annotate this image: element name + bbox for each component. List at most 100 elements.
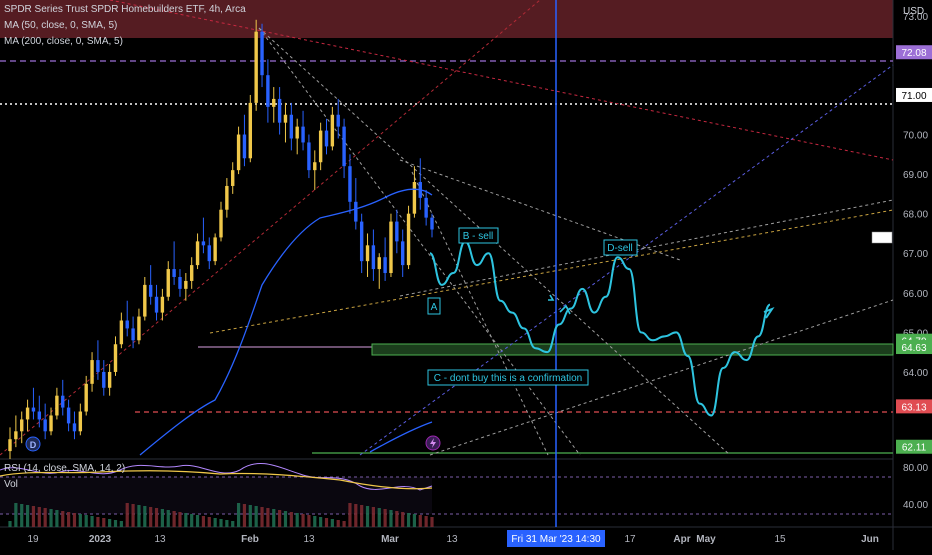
candle-body[interactable] <box>213 237 217 262</box>
candle-body[interactable] <box>236 134 241 171</box>
candle-body[interactable] <box>14 431 18 440</box>
candle-body[interactable] <box>371 245 376 270</box>
candle-body[interactable] <box>119 320 124 345</box>
ma200-line[interactable] <box>369 421 433 453</box>
candle-body[interactable] <box>231 170 235 186</box>
candle-body[interactable] <box>400 241 405 266</box>
candle-body[interactable] <box>365 245 370 262</box>
candle-body[interactable] <box>61 395 65 408</box>
candle-body[interactable] <box>225 185 229 210</box>
trendline-gray-2[interactable] <box>258 27 731 456</box>
candle-body[interactable] <box>307 142 311 171</box>
volume-bars[interactable] <box>8 503 434 527</box>
candle-body[interactable] <box>201 241 206 246</box>
candle-body[interactable] <box>178 276 182 289</box>
ma50-line[interactable] <box>139 188 433 456</box>
candle-body[interactable] <box>195 241 200 266</box>
trendline-red-diag[interactable] <box>0 0 541 456</box>
candle-body[interactable] <box>354 201 358 222</box>
candle-body[interactable] <box>184 280 188 289</box>
candle-body[interactable] <box>283 114 288 123</box>
candle-body[interactable] <box>107 371 112 388</box>
candle-body[interactable] <box>8 439 12 452</box>
candle-body[interactable] <box>248 102 253 159</box>
candle-body[interactable] <box>137 316 141 341</box>
candle-body[interactable] <box>359 221 364 262</box>
annotation-b-box[interactable] <box>458 227 499 244</box>
candle-body[interactable] <box>78 411 83 432</box>
candle-body[interactable] <box>277 98 282 123</box>
candle-body[interactable] <box>166 269 170 297</box>
ma50-legend[interactable]: MA (50, close, 0, SMA, 5) <box>4 20 118 31</box>
candle-body[interactable] <box>336 114 340 127</box>
candle-body[interactable] <box>254 31 258 103</box>
rsi-line[interactable] <box>0 462 433 491</box>
candle-body[interactable] <box>49 415 53 432</box>
rsi-ma-line[interactable] <box>0 470 433 490</box>
candle-body[interactable] <box>289 114 294 139</box>
candle-body[interactable] <box>242 134 247 159</box>
rsi-legend[interactable]: RSI (14, close, SMA, 14, 2) <box>4 463 126 474</box>
candle-body[interactable] <box>342 126 346 167</box>
annotation-a-box[interactable] <box>427 297 441 315</box>
candle-body[interactable] <box>324 130 329 147</box>
annotation-d-box[interactable] <box>603 239 638 256</box>
alert-marker[interactable] <box>871 231 893 244</box>
candle-body[interactable] <box>272 98 276 107</box>
candle-body[interactable] <box>318 130 323 163</box>
candle-body[interactable] <box>55 395 59 416</box>
candle-body[interactable] <box>43 419 47 432</box>
trendline-blue[interactable] <box>359 64 894 456</box>
symbol-title[interactable]: SPDR Series Trust SPDR Homebuilders ETF,… <box>4 4 246 15</box>
candle-body[interactable] <box>172 269 176 277</box>
candle-body[interactable] <box>207 245 211 262</box>
candle-body[interactable] <box>37 411 42 420</box>
candle-body[interactable] <box>219 209 223 238</box>
candle-body[interactable] <box>266 75 270 107</box>
candle-body[interactable] <box>389 221 393 274</box>
candle-body[interactable] <box>66 407 71 424</box>
vol-legend[interactable]: Vol <box>4 479 18 490</box>
candle-body[interactable] <box>424 197 428 218</box>
candle-body[interactable] <box>25 407 30 420</box>
candle-body[interactable] <box>154 296 159 313</box>
candle-body[interactable] <box>31 407 36 412</box>
candle-body[interactable] <box>406 213 411 266</box>
ma200-legend[interactable]: MA (200, close, 0, SMA, 5) <box>4 36 123 47</box>
candle-body[interactable] <box>412 182 417 214</box>
projected-path[interactable] <box>429 240 771 417</box>
candle-body[interactable] <box>330 114 335 147</box>
trendline-gold[interactable] <box>209 209 894 334</box>
dividend-icon[interactable] <box>25 436 41 452</box>
candle-body[interactable] <box>313 162 317 171</box>
candle-body[interactable] <box>395 221 399 242</box>
candle-body[interactable] <box>143 284 147 317</box>
candle-body[interactable] <box>295 126 299 139</box>
candle-body[interactable] <box>72 423 77 432</box>
candle-body[interactable] <box>113 344 118 372</box>
trendline-red-top[interactable] <box>109 0 894 161</box>
annotation-c-box[interactable] <box>427 369 589 386</box>
support-zone[interactable] <box>371 343 894 356</box>
candle-body[interactable] <box>84 383 88 412</box>
candle-body[interactable] <box>348 166 352 202</box>
candle-body[interactable] <box>160 296 165 313</box>
candle-body[interactable] <box>260 31 264 76</box>
candles-group[interactable] <box>8 19 434 459</box>
candle-body[interactable] <box>377 257 381 270</box>
candle-body[interactable] <box>125 320 129 329</box>
candle-body[interactable] <box>301 126 305 143</box>
candle-body[interactable] <box>20 419 24 432</box>
candle-body[interactable] <box>189 265 194 281</box>
candle-body[interactable] <box>90 360 94 384</box>
candle-body[interactable] <box>102 371 106 388</box>
candle-body[interactable] <box>430 217 434 230</box>
candle-body[interactable] <box>131 328 135 341</box>
price-tick-label: 70.00 <box>903 131 928 142</box>
trendline-gray-3[interactable] <box>411 171 549 456</box>
candle-body[interactable] <box>383 257 387 274</box>
candle-body[interactable] <box>96 360 100 372</box>
candle-body[interactable] <box>148 284 153 297</box>
